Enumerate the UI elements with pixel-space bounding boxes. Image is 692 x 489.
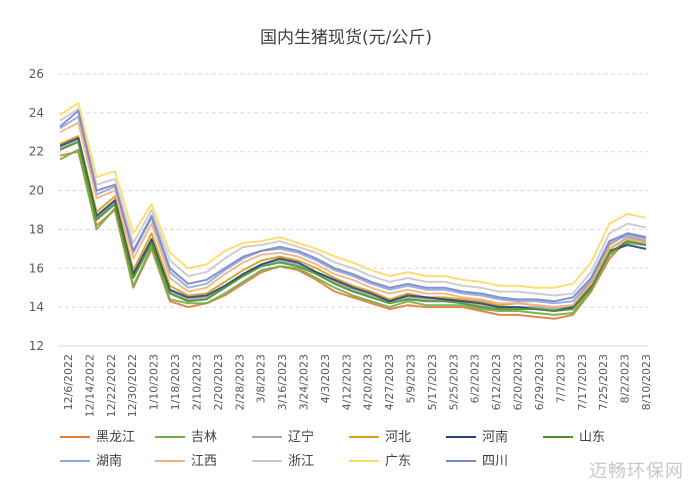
- legend-label: 江西: [191, 454, 217, 469]
- series-lines: [59, 102, 647, 320]
- y-tick-label: 24: [29, 106, 44, 120]
- x-tick-label: 6/2/2023: [469, 354, 482, 403]
- legend-label: 辽宁: [288, 429, 314, 445]
- grid: [58, 73, 648, 347]
- x-tick-label: 7/7/2023: [554, 354, 567, 403]
- x-tick-label: 5/17/2023: [426, 354, 439, 410]
- series-line-吉林: [59, 148, 647, 316]
- x-tick-label: 2/28/2023: [233, 354, 246, 410]
- y-tick-label: 20: [29, 184, 44, 198]
- legend-label: 河北: [385, 430, 411, 445]
- x-tick-label: 4/20/2023: [362, 354, 375, 410]
- legend-label: 广东: [385, 454, 411, 469]
- series-line-四川: [59, 109, 647, 303]
- x-tick-label: 12/14/2022: [83, 354, 96, 417]
- series-line-黑龙江: [59, 150, 647, 320]
- x-tick-label: 12/22/2022: [105, 354, 118, 417]
- x-tick-label: 12/30/2022: [126, 354, 139, 417]
- legend-label: 山东: [579, 430, 605, 445]
- chart-title: 国内生猪现货(元/公斤): [260, 28, 432, 48]
- x-axis: 12/6/2022 12/14/2022 12/22/2022 12/30/2022 1…: [62, 354, 653, 417]
- legend-label: 黑龙江: [96, 430, 135, 445]
- x-tick-label: 2/10/2023: [190, 354, 203, 410]
- x-tick-label: 8/2/2023: [619, 354, 632, 403]
- x-tick-label: 6/12/2023: [490, 354, 503, 410]
- y-tick-label: 26: [29, 67, 44, 81]
- x-tick-label: 6/29/2023: [533, 354, 546, 410]
- x-tick-label: 1/10/2023: [148, 354, 161, 410]
- y-axis: 12 14 16 18 20 22 24 26: [29, 67, 44, 353]
- watermark: 迈畅环保网: [589, 461, 684, 482]
- y-tick-label: 12: [29, 339, 44, 353]
- x-tick-label: 6/20/2023: [512, 354, 525, 410]
- x-tick-label: 2/20/2023: [212, 354, 225, 410]
- legend-label: 吉林: [191, 430, 217, 445]
- series-line-山东: [59, 141, 647, 312]
- legend-label: 四川: [482, 454, 508, 469]
- x-tick-label: 8/10/2023: [640, 354, 653, 410]
- x-tick-label: 7/17/2023: [576, 354, 589, 410]
- y-tick-label: 22: [29, 145, 44, 159]
- x-tick-label: 5/9/2023: [405, 354, 418, 403]
- y-tick-label: 16: [29, 261, 44, 275]
- x-tick-label: 1/18/2023: [169, 354, 182, 410]
- x-tick-label: 3/8/2023: [255, 354, 268, 403]
- series-line-广东: [59, 102, 647, 289]
- x-tick-label: 7/25/2023: [597, 354, 610, 410]
- x-tick-label: 3/24/2023: [297, 354, 310, 410]
- x-tick-label: 4/27/2023: [383, 354, 396, 410]
- x-tick-label: 3/16/2023: [276, 354, 289, 410]
- series-line-江西: [59, 121, 647, 309]
- x-tick-label: 4/12/2023: [340, 354, 353, 410]
- series-line-浙江: [59, 108, 647, 297]
- y-tick-label: 18: [29, 222, 44, 236]
- x-tick-label: 12/6/2022: [62, 354, 75, 410]
- legend-label: 河南: [482, 429, 508, 445]
- legend-label: 湖南: [96, 453, 122, 469]
- y-tick-label: 14: [29, 300, 44, 314]
- legend-label: 浙江: [288, 454, 314, 469]
- x-tick-label: 5/25/2023: [447, 354, 460, 410]
- x-tick-label: 4/3/2023: [319, 354, 332, 403]
